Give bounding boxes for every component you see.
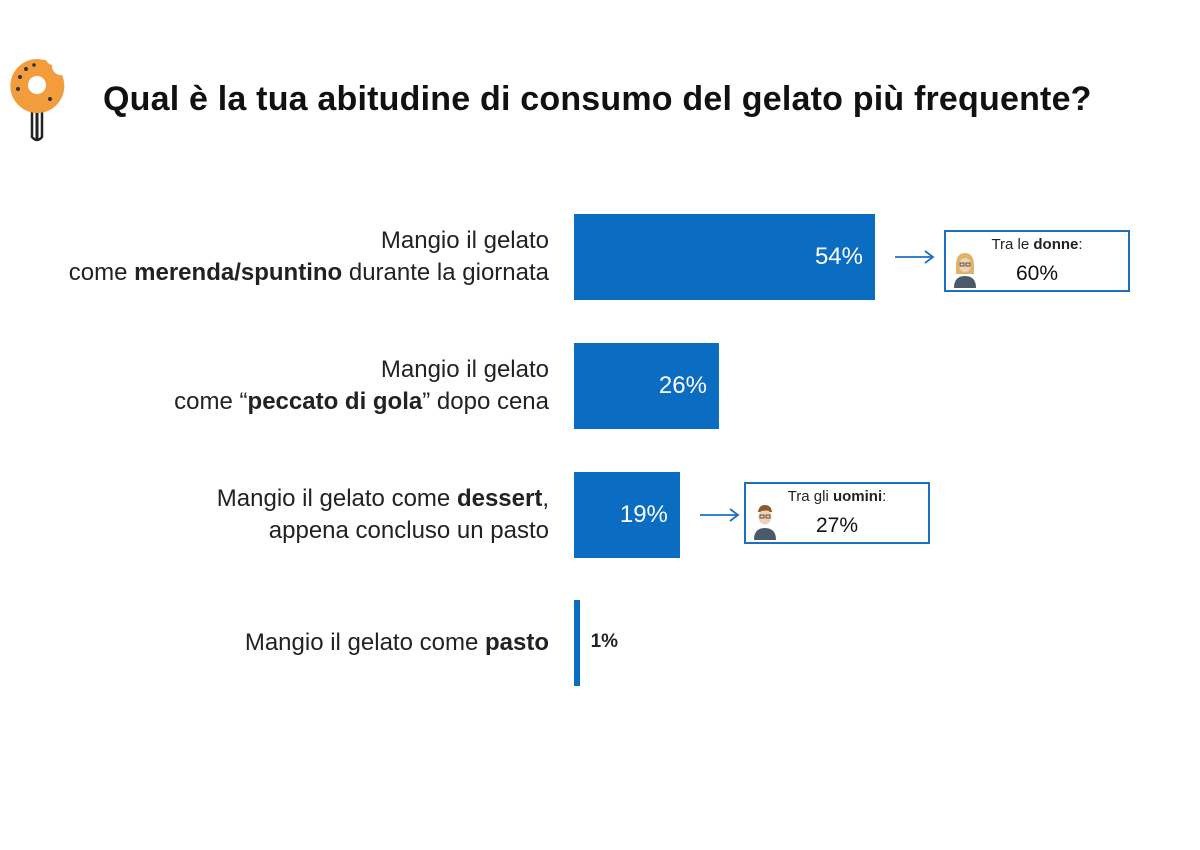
category-label-bold: uomini	[832, 488, 883, 505]
category-label-text: Mangio il gelato come	[244, 629, 485, 656]
category-label-text: durante la giornata	[342, 259, 549, 286]
bar-value-label-1: 54%	[814, 243, 863, 270]
bar-4	[574, 600, 580, 686]
callout-box-1: Tra le donne: 60%	[944, 230, 1130, 292]
category-label-line: come “peccato di gola” dopo cena	[174, 386, 549, 418]
category-label-3: Mangio il gelato come dessert, appena con…	[217, 483, 549, 547]
category-label-text: Tra le	[991, 236, 1034, 253]
category-label-text: ,	[542, 485, 549, 512]
callout-label: Tra gli uomini:	[746, 488, 928, 505]
man-avatar-icon	[754, 505, 776, 540]
callout-box-2: Tra gli uomini: 27%	[744, 482, 930, 544]
category-label-line: Mangio il gelato	[174, 354, 549, 386]
category-label-text: :	[882, 488, 887, 505]
category-label-line: Mangio il gelato come dessert,	[217, 483, 549, 515]
category-label-2: Mangio il gelato come “peccato di gola” d…	[174, 354, 549, 418]
category-label-line: Mangio il gelato come pasto	[245, 627, 549, 659]
category-label-text: Mangio il gelato	[380, 227, 549, 254]
category-label-text: Tra gli	[787, 488, 833, 505]
woman-avatar-icon	[954, 253, 976, 288]
category-label-bold: pasto	[484, 629, 549, 656]
category-label-bold: merenda/spuntino	[134, 259, 343, 286]
bar-value-label-4: 1%	[590, 631, 619, 652]
bar-value-label-2: 26%	[658, 372, 707, 399]
category-label-text: :	[1078, 236, 1083, 253]
bar-value-label-3: 19%	[619, 501, 668, 528]
category-label-bold: donne	[1033, 236, 1079, 253]
bar-2	[574, 343, 719, 429]
category-label-bold: dessert	[456, 485, 543, 512]
arrow-right-icon	[895, 250, 935, 264]
callout-value: 27%	[815, 514, 859, 537]
category-label-line: come merenda/spuntino durante la giornat…	[69, 257, 549, 289]
category-label-text: come “	[174, 388, 248, 415]
donut-logo-icon	[10, 59, 65, 142]
callout-value: 60%	[1015, 262, 1059, 285]
category-label-text: appena concluso un pasto	[268, 517, 549, 544]
chart-title: Qual è la tua abitudine di consumo del g…	[103, 80, 1092, 118]
category-label-4: Mangio il gelato come pasto	[245, 627, 549, 659]
category-label-text: Mangio il gelato come	[216, 485, 457, 512]
category-label-bold: peccato di gola	[247, 388, 423, 415]
category-label-1: Mangio il gelato come merenda/spuntino du…	[69, 225, 549, 289]
category-label-text: Mangio il gelato	[380, 356, 549, 383]
bar-3	[574, 472, 680, 558]
category-label-line: Mangio il gelato	[69, 225, 549, 257]
category-label-line: appena concluso un pasto	[217, 515, 549, 547]
bar-1	[574, 214, 875, 300]
category-label-text: come	[68, 259, 135, 286]
category-label-text: ” dopo cena	[422, 388, 549, 415]
arrow-right-icon	[699, 508, 740, 522]
callout-label: Tra le donne:	[946, 236, 1128, 253]
